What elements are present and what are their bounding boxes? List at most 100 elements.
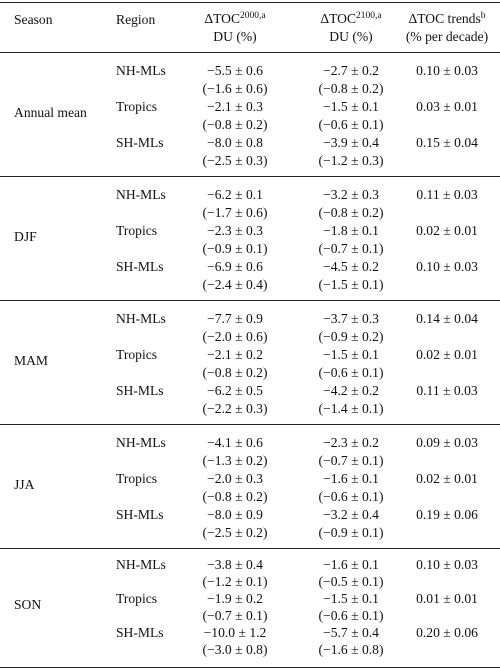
toc2100-pct: (−1.6 ± 0.8) <box>318 642 384 657</box>
toc2100-pct: (−0.6 ± 0.1) <box>318 365 384 380</box>
trend-value: 0.01 ± 0.01 <box>416 591 478 606</box>
toc2100-du: −2.7 ± 0.2 <box>323 63 379 78</box>
header-col-2000-unit: DU (%) <box>213 29 257 44</box>
toc2000-du: −6.9 ± 0.6 <box>207 259 263 274</box>
header-col-2100-unit: DU (%) <box>329 29 373 44</box>
header-col-trend-sup: b <box>480 11 486 21</box>
trend-value: 0.14 ± 0.04 <box>416 311 478 326</box>
season-label: JJA <box>14 477 35 492</box>
toc2100-pct: (−0.6 ± 0.1) <box>318 489 384 504</box>
toc2100-du: −1.6 ± 0.1 <box>323 557 379 572</box>
header-region: Region <box>116 12 156 27</box>
toc2000-du: −5.5 ± 0.6 <box>207 63 263 78</box>
toc2100-du: −1.5 ± 0.1 <box>323 591 379 606</box>
bottom-rule <box>0 667 500 668</box>
top-rule <box>0 2 500 3</box>
toc2000-pct: (−1.7 ± 0.6) <box>202 205 268 220</box>
toc2100-du: −3.7 ± 0.3 <box>323 311 379 326</box>
toc2100-du: −1.5 ± 0.1 <box>323 347 379 362</box>
trend-value: 0.03 ± 0.01 <box>416 99 478 114</box>
header-rule <box>0 52 500 53</box>
header-col-2100-sup: 2100,a <box>356 11 382 21</box>
toc2000-pct: (−1.2 ± 0.1) <box>202 574 268 589</box>
region-label: NH-MLs <box>116 187 166 202</box>
region-label: NH-MLs <box>116 311 166 326</box>
toc2000-du: −2.1 ± 0.3 <box>207 99 263 114</box>
region-label: Tropics <box>116 223 158 238</box>
trend-value: 0.15 ± 0.04 <box>416 135 478 150</box>
toc2000-du: −8.0 ± 0.9 <box>207 507 263 522</box>
toc2000-du: −4.1 ± 0.6 <box>207 435 263 450</box>
toc2100-pct: (−1.5 ± 0.1) <box>318 277 384 292</box>
toc2000-du: −8.0 ± 0.8 <box>207 135 263 150</box>
toc2100-pct: (−0.6 ± 0.1) <box>318 608 384 623</box>
toc2100-du: −3.2 ± 0.3 <box>323 187 379 202</box>
region-label: SH-MLs <box>116 259 164 274</box>
header-col-2000-label: ΔTOC <box>204 11 241 26</box>
toc2100-pct: (−0.7 ± 0.1) <box>318 453 384 468</box>
region-label: Tropics <box>116 591 158 606</box>
region-label: SH-MLs <box>116 625 164 640</box>
header-col-2100: ΔTOC2100,a <box>292 11 410 27</box>
toc2100-du: −5.7 ± 0.4 <box>323 625 379 640</box>
trend-value: 0.19 ± 0.06 <box>416 507 478 522</box>
toc2100-pct: (−0.8 ± 0.2) <box>318 81 384 96</box>
toc2100-pct: (−0.6 ± 0.1) <box>318 117 384 132</box>
toc2100-du: −1.8 ± 0.1 <box>323 223 379 238</box>
header-season: Season <box>14 12 53 27</box>
trend-value: 0.10 ± 0.03 <box>416 63 478 78</box>
toc2100-du: −1.5 ± 0.1 <box>323 99 379 114</box>
region-label: NH-MLs <box>116 435 166 450</box>
trend-value: 0.20 ± 0.06 <box>416 625 478 640</box>
toc2100-pct: (−0.7 ± 0.1) <box>318 241 384 256</box>
toc2000-pct: (−2.5 ± 0.2) <box>202 525 268 540</box>
toc2100-du: −2.3 ± 0.2 <box>323 435 379 450</box>
region-label: SH-MLs <box>116 507 164 522</box>
toc2100-pct: (−0.8 ± 0.2) <box>318 205 384 220</box>
trend-value: 0.02 ± 0.01 <box>416 347 478 362</box>
header-col-2000-sup: 2000,a <box>240 11 266 21</box>
group-rule <box>0 300 500 301</box>
header-col-2100-label: ΔTOC <box>320 11 357 26</box>
toc2100-du: −3.2 ± 0.4 <box>323 507 379 522</box>
season-label: SON <box>14 597 42 612</box>
trend-value: 0.02 ± 0.01 <box>416 223 478 238</box>
toc2100-du: −3.9 ± 0.4 <box>323 135 379 150</box>
header-col-2000: ΔTOC2000,a <box>176 11 294 27</box>
toc2000-pct: (−2.2 ± 0.3) <box>202 401 268 416</box>
trend-value: 0.02 ± 0.01 <box>416 471 478 486</box>
group-rule <box>0 176 500 177</box>
group-rule <box>0 424 500 425</box>
toc2000-du: −1.9 ± 0.2 <box>207 591 263 606</box>
toc2000-pct: (−1.3 ± 0.2) <box>202 453 268 468</box>
region-label: Tropics <box>116 347 158 362</box>
toc2100-pct: (−1.2 ± 0.3) <box>318 153 384 168</box>
toc2000-pct: (−2.4 ± 0.4) <box>202 277 268 292</box>
toc2000-du: −10.0 ± 1.2 <box>203 625 267 640</box>
group-rule <box>0 548 500 549</box>
toc2000-pct: (−0.7 ± 0.1) <box>202 608 268 623</box>
trend-value: 0.11 ± 0.03 <box>416 383 478 398</box>
header-col-trend-label: ΔTOC trends <box>408 11 481 26</box>
toc2000-du: −6.2 ± 0.5 <box>207 383 263 398</box>
toc2100-pct: (−0.9 ± 0.1) <box>318 525 384 540</box>
season-label: MAM <box>14 353 48 368</box>
toc2000-pct: (−0.8 ± 0.2) <box>202 365 268 380</box>
toc2000-pct: (−0.9 ± 0.1) <box>202 241 268 256</box>
toc2000-du: −2.1 ± 0.2 <box>207 347 263 362</box>
region-label: Tropics <box>116 99 158 114</box>
header-col-trend-unit: (% per decade) <box>405 29 489 44</box>
toc2000-pct: (−1.6 ± 0.6) <box>202 81 268 96</box>
toc2100-pct: (−1.4 ± 0.1) <box>318 401 384 416</box>
season-label: DJF <box>14 229 37 244</box>
toc2000-du: −3.8 ± 0.4 <box>207 557 263 572</box>
toc2000-pct: (−3.0 ± 0.8) <box>202 642 268 657</box>
toc2000-du: −7.7 ± 0.9 <box>207 311 263 326</box>
trend-value: 0.10 ± 0.03 <box>416 557 478 572</box>
toc2000-du: −2.0 ± 0.3 <box>207 471 263 486</box>
toc2000-pct: (−2.5 ± 0.3) <box>202 153 268 168</box>
toc2000-pct: (−0.8 ± 0.2) <box>202 117 268 132</box>
toc2000-pct: (−0.8 ± 0.2) <box>202 489 268 504</box>
trend-value: 0.11 ± 0.03 <box>416 187 478 202</box>
